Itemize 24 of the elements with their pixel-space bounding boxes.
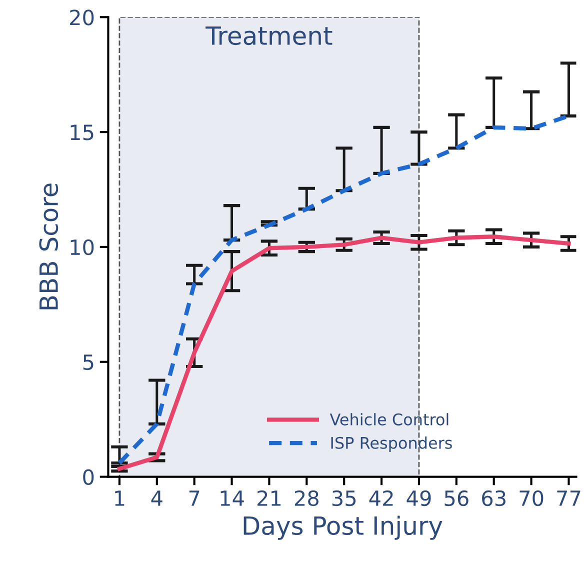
x-tick-label: 49 [406, 490, 431, 506]
x-tick-label: 56 [444, 490, 468, 506]
band-label: Treatment [206, 26, 332, 46]
legend-label: Vehicle Control [330, 413, 448, 426]
x-tick-label: 35 [332, 490, 356, 506]
legend-label: ISP Responders [331, 436, 452, 452]
y-axis-title: BBB Score [39, 184, 58, 310]
x-tick-label: 7 [189, 490, 200, 506]
y-tick-label: 5 [83, 354, 94, 370]
y-tick-label: 20 [70, 10, 94, 26]
x-tick-label: 1 [115, 490, 124, 506]
y-tick-label: 0 [83, 469, 94, 485]
x-tick-label: 14 [220, 490, 244, 506]
y-tick-label: 15 [70, 124, 94, 140]
x-tick-label: 4 [151, 490, 162, 506]
x-tick-label: 63 [482, 490, 506, 506]
x-tick-label: 28 [294, 490, 318, 506]
x-tick-label: 70 [520, 490, 544, 506]
line-series [117, 234, 571, 471]
x-axis-title: Days Post Injury [244, 516, 442, 540]
y-tick-label: 10 [70, 239, 94, 256]
x-tick-label: 77 [557, 490, 580, 506]
x-tick-label: 21 [257, 490, 281, 506]
x-tick-label: 42 [369, 490, 393, 506]
